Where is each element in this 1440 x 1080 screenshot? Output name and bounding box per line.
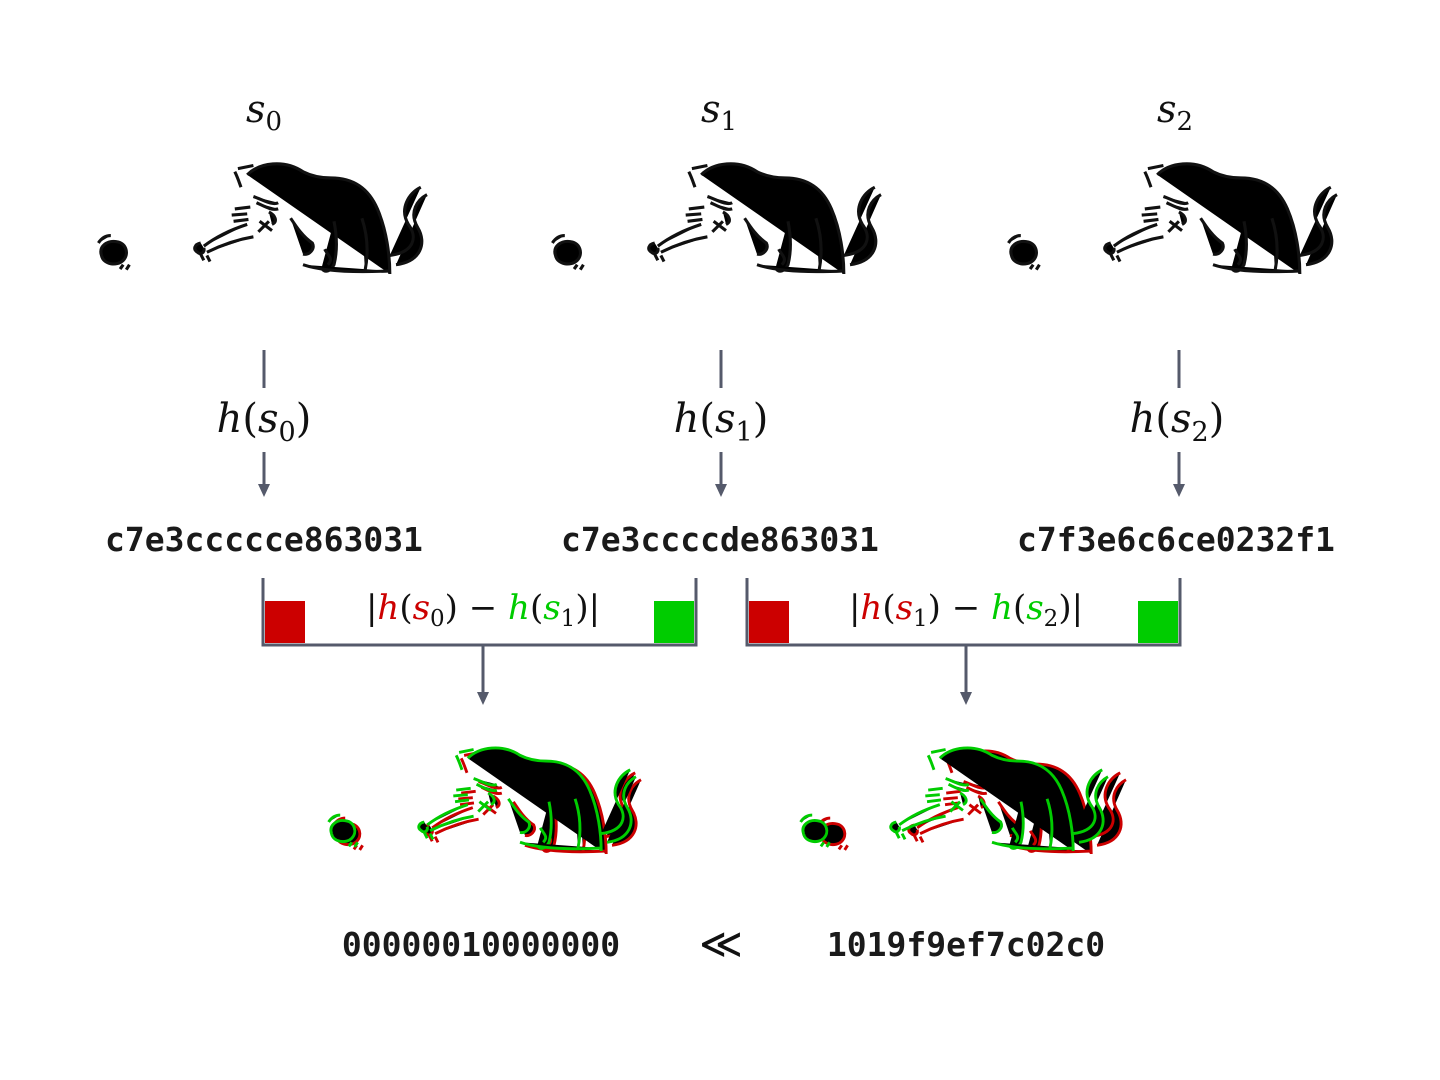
hash-value-2: c7f3e6c6ce0232f1 — [1017, 520, 1335, 559]
difference-bracket-1 — [745, 578, 1182, 705]
overlay-drawing-1 — [799, 746, 1128, 856]
difference-result-0: 00000010000000 — [342, 925, 620, 964]
difference-result-1: 1019f9ef7c02c0 — [827, 925, 1105, 964]
hash-value-1: c7e3ccccde863031 — [561, 520, 879, 559]
right-color-swatch-1 — [1138, 601, 1178, 643]
hash-function-label-0: h(s0) — [217, 396, 312, 448]
hash-value-0: c7e3ccccce863031 — [105, 520, 423, 559]
left-color-swatch-1 — [749, 601, 789, 643]
hash-arrow-1 — [715, 350, 727, 497]
difference-formula-0: |h(s0) − h(s1)| — [366, 588, 600, 632]
state-label-2: s2 — [1157, 87, 1193, 137]
cat-drawing-s1 — [550, 162, 883, 276]
difference-bracket-0 — [261, 578, 698, 705]
state-label-0: s0 — [246, 87, 282, 137]
much-less-than-symbol: ≪ — [699, 919, 743, 968]
cat-drawing-s2 — [1006, 162, 1339, 276]
right-color-swatch-0 — [654, 601, 694, 643]
difference-formula-1: |h(s1) − h(s2)| — [849, 588, 1083, 632]
hash-function-label-2: h(s2) — [1130, 396, 1225, 448]
state-label-1: s1 — [701, 87, 737, 137]
overlay-drawing-0 — [327, 746, 643, 856]
hash-function-label-1: h(s1) — [674, 396, 769, 448]
cat-drawing-s0 — [96, 162, 429, 276]
hash-arrow-0 — [258, 350, 270, 497]
left-color-swatch-0 — [265, 601, 305, 643]
hash-arrow-2 — [1173, 350, 1185, 497]
